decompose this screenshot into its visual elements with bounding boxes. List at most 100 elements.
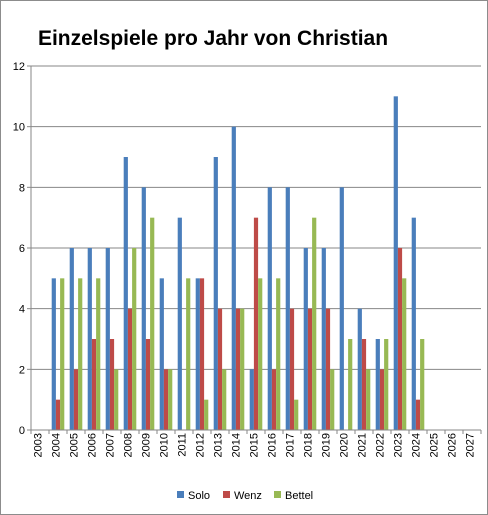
bar-solo	[411, 217, 416, 430]
x-tick-label: 2026	[447, 433, 459, 457]
legend-label-bettel: Bettel	[285, 490, 313, 502]
bar-bettel	[384, 339, 389, 430]
bar-solo	[267, 187, 272, 430]
x-tick-label: 2009	[141, 433, 153, 457]
bar-wenz	[73, 369, 79, 430]
bar-solo	[357, 308, 362, 430]
bar-solo	[375, 339, 380, 430]
bar-wenz	[235, 308, 241, 430]
bar-wenz	[127, 308, 133, 430]
bar-bettel	[150, 217, 155, 430]
bar-wenz	[307, 308, 313, 430]
chart-title: Einzelspiele pro Jahr von Christian	[38, 27, 388, 50]
bar-bettel	[276, 278, 281, 430]
bar-solo	[69, 248, 74, 430]
bar-wenz	[289, 308, 295, 430]
bar-bettel	[114, 369, 119, 430]
bar-wenz	[397, 248, 403, 430]
x-tick-label: 2016	[267, 433, 279, 457]
bar-bettel	[294, 399, 299, 430]
legend-label-solo: Solo	[188, 490, 210, 502]
bar-solo	[231, 126, 236, 431]
bar-solo	[249, 369, 254, 430]
x-tick-label: 2025	[429, 433, 441, 457]
x-tick-label: 2010	[159, 433, 171, 457]
bar-bettel	[402, 278, 407, 430]
bar-solo	[51, 278, 56, 430]
x-tick-label: 2005	[69, 433, 81, 457]
y-tick-label: 4	[19, 304, 25, 316]
x-tick-label: 2017	[285, 433, 297, 457]
bar-wenz	[361, 339, 367, 430]
bar-bettel	[60, 278, 65, 430]
bar-bettel	[312, 217, 317, 430]
bar-solo	[123, 157, 128, 430]
x-tick-label: 2019	[321, 433, 333, 457]
bar-wenz	[379, 369, 385, 430]
bar-bettel	[240, 308, 245, 430]
axes	[27, 65, 482, 434]
y-tick-label: 8	[19, 182, 25, 194]
x-tick-label: 2012	[195, 433, 207, 457]
legend: Solo Wenz Bettel	[177, 490, 313, 502]
x-tick-label: 2021	[357, 433, 369, 457]
x-tick-label: 2020	[339, 433, 351, 457]
bar-bettel	[258, 278, 263, 430]
legend-swatch-bettel	[274, 491, 281, 498]
bar-wenz	[325, 308, 331, 430]
y-tick-label: 12	[13, 61, 25, 73]
bar-bettel	[222, 369, 227, 430]
x-tick-label: 2003	[33, 433, 45, 457]
x-tick-label: 2004	[51, 433, 63, 457]
bar-bettel	[348, 339, 353, 430]
y-tick-label: 2	[19, 364, 25, 376]
bars	[51, 96, 425, 431]
x-tick-label: 2023	[393, 433, 405, 457]
bar-bettel	[330, 369, 335, 430]
bar-bettel	[420, 339, 425, 430]
bar-wenz	[199, 278, 205, 430]
bar-wenz	[217, 308, 223, 430]
bar-solo	[87, 248, 92, 430]
bar-bettel	[132, 248, 137, 430]
bar-solo	[213, 157, 218, 430]
bar-bettel	[366, 369, 371, 430]
y-tick-label: 10	[13, 122, 25, 134]
bar-bettel	[78, 278, 83, 430]
legend-swatch-wenz	[223, 491, 230, 498]
legend-swatch-solo	[177, 491, 184, 498]
y-axis-tick-labels: 0 2 4 6 8 10 12	[13, 61, 25, 437]
x-tick-label: 2014	[231, 433, 243, 457]
x-tick-label: 2007	[105, 433, 117, 457]
bar-wenz	[145, 339, 151, 430]
x-tick-label: 2006	[87, 433, 99, 457]
bar-wenz	[109, 339, 115, 430]
legend-label-wenz: Wenz	[234, 490, 262, 502]
bar-solo	[303, 248, 308, 430]
bar-solo	[177, 217, 182, 430]
x-tick-label: 2018	[303, 433, 315, 457]
bar-solo	[195, 278, 200, 430]
x-tick-label: 2013	[213, 433, 225, 457]
x-tick-label: 2011	[177, 433, 189, 457]
x-tick-label: 2022	[375, 433, 387, 457]
bar-wenz	[415, 399, 421, 430]
bar-wenz	[253, 217, 259, 430]
bar-bettel	[186, 278, 191, 430]
y-tick-label: 0	[19, 425, 25, 437]
bar-wenz	[163, 369, 169, 430]
bar-wenz	[91, 339, 97, 430]
bar-solo	[141, 187, 146, 430]
bar-solo	[285, 187, 290, 430]
bar-wenz	[271, 369, 277, 430]
x-tick-label: 2008	[123, 433, 135, 457]
bar-bettel	[204, 399, 209, 430]
y-tick-label: 6	[19, 243, 25, 255]
bar-bettel	[96, 278, 101, 430]
bar-wenz	[55, 399, 61, 430]
bar-solo	[321, 248, 326, 430]
bar-solo	[105, 248, 110, 430]
bar-solo	[159, 278, 164, 430]
